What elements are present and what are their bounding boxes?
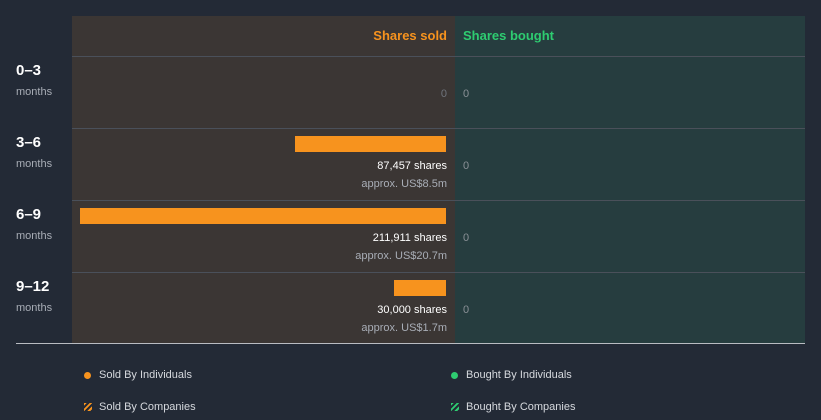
legend-sold-companies: Sold By Companies <box>84 401 196 413</box>
orange-hatch-icon <box>84 403 92 411</box>
sold-bar <box>295 136 446 152</box>
sold-shares-label: 30,000 shares <box>377 304 447 316</box>
shares-sold-header: Shares sold <box>373 28 447 43</box>
legend-bought-individuals: Bought By Individuals <box>451 369 572 381</box>
legend-label: Bought By Companies <box>466 401 576 413</box>
legend-label: Bought By Individuals <box>466 369 572 381</box>
period-unit: months <box>16 302 53 314</box>
period-unit: months <box>16 158 53 170</box>
sold-value-label: approx. US$8.5m <box>361 178 447 190</box>
legend-bought-companies: Bought By Companies <box>451 401 575 413</box>
period-label: 9–12 <box>16 278 50 295</box>
sold-value-label: approx. US$1.7m <box>361 322 447 334</box>
bought-zero-label: 0 <box>463 88 470 100</box>
legend-label: Sold By Individuals <box>99 369 192 381</box>
green-dot-icon <box>451 371 458 379</box>
baseline <box>16 343 805 344</box>
row-divider <box>72 272 805 273</box>
period-unit: months <box>16 86 53 98</box>
orange-dot-icon <box>84 371 91 379</box>
sold-bar <box>80 208 446 224</box>
period-label: 6–9 <box>16 206 42 223</box>
insider-trading-chart: Shares sold Shares bought 0–3 months 0 0… <box>16 16 805 344</box>
legend-sold-individuals: Sold By Individuals <box>84 369 192 381</box>
bought-zero-label: 0 <box>463 304 470 316</box>
shares-bought-panel <box>455 16 805 343</box>
bought-zero-label: 0 <box>463 160 470 172</box>
period-unit: months <box>16 230 53 242</box>
legend-label: Sold By Companies <box>99 401 196 413</box>
sold-shares-label: 87,457 shares <box>377 160 447 172</box>
shares-sold-panel <box>72 16 455 343</box>
period-label: 0–3 <box>16 62 42 79</box>
sold-zero-label: 0 <box>440 88 447 100</box>
shares-bought-header: Shares bought <box>463 28 555 43</box>
row-divider <box>72 200 805 201</box>
green-hatch-icon <box>451 403 459 411</box>
bought-zero-label: 0 <box>463 232 470 244</box>
sold-value-label: approx. US$20.7m <box>355 250 447 262</box>
row-divider <box>72 56 805 57</box>
row-divider <box>72 128 805 129</box>
period-label: 3–6 <box>16 134 42 151</box>
sold-bar <box>394 280 446 296</box>
sold-shares-label: 211,911 shares <box>372 232 447 244</box>
